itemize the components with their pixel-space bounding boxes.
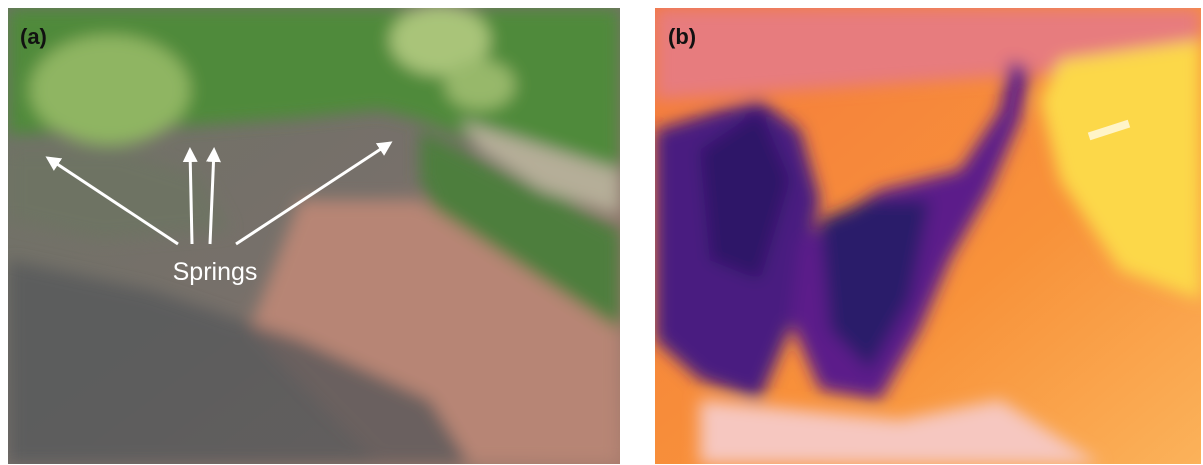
figure: Springs (a) (b) [0, 0, 1203, 465]
panel-label: (a) [20, 24, 47, 49]
panel-label: (b) [668, 24, 696, 49]
photo-panel [8, 5, 620, 464]
annotation: Springs [173, 258, 258, 286]
thermal-panel [655, 8, 1201, 464]
